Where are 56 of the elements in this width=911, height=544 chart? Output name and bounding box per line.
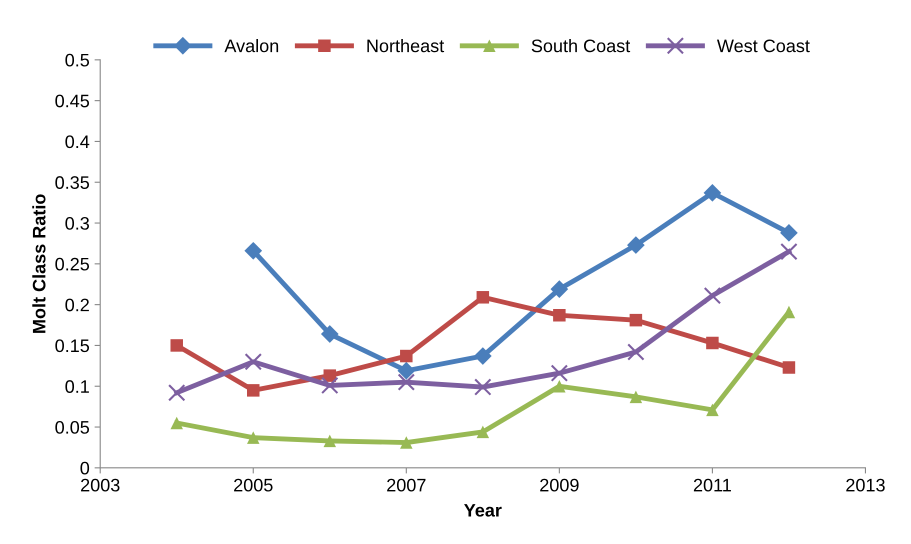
x-tick-label: 2007 [387,478,426,492]
point [474,347,492,365]
y-tick-label: 0 [80,462,90,475]
x-tick-label: 2011 [694,478,731,492]
legend-label: South Coast [532,39,630,52]
point [553,380,566,392]
point [398,373,415,391]
point [630,390,642,404]
y-tick-label: 0.1 [65,380,89,393]
y-axis-title: Molt Class Ratio [32,194,46,333]
y-tick-label: 0.5 [65,54,90,67]
point [553,309,566,322]
point [400,436,413,449]
point [780,224,798,242]
y-tick-label: 0.25 [55,258,90,271]
point [704,286,722,304]
y-tick-label: 0.4 [65,135,90,148]
point [247,431,260,444]
point [324,434,336,448]
point [168,384,186,402]
legend-label: Avalon [224,39,278,52]
x-axis-title: Year [464,504,502,517]
point [780,242,798,260]
point [630,314,642,326]
y-tick-label: 0.05 [55,420,90,434]
point [170,416,183,430]
legend-label: West Coast [716,39,810,52]
x-tick-label: 2003 [81,478,120,492]
y-tick-label: 0.2 [65,298,89,312]
point [474,378,492,396]
point [170,339,183,352]
point [782,361,796,374]
point [247,384,260,397]
y-tick-label: 0.35 [55,176,90,189]
point [627,236,645,254]
point [476,291,490,304]
legend-label: Northeast [367,39,444,52]
point [320,325,339,343]
point [550,364,568,382]
x-tick-label: 2013 [846,478,885,492]
point [397,362,416,380]
point [550,280,568,298]
point [400,350,413,362]
point [476,426,490,438]
point [321,376,338,394]
y-tick-label: 0.3 [65,216,89,230]
point [706,404,719,416]
point [244,242,262,260]
y-tick-label: 0.45 [55,94,90,108]
point [627,343,645,361]
x-tick-label: 2009 [540,478,579,492]
x-tick-label: 2005 [234,478,273,492]
point [244,353,262,370]
point [706,336,719,350]
y-tick-label: 0.15 [55,339,90,352]
point [704,184,722,202]
